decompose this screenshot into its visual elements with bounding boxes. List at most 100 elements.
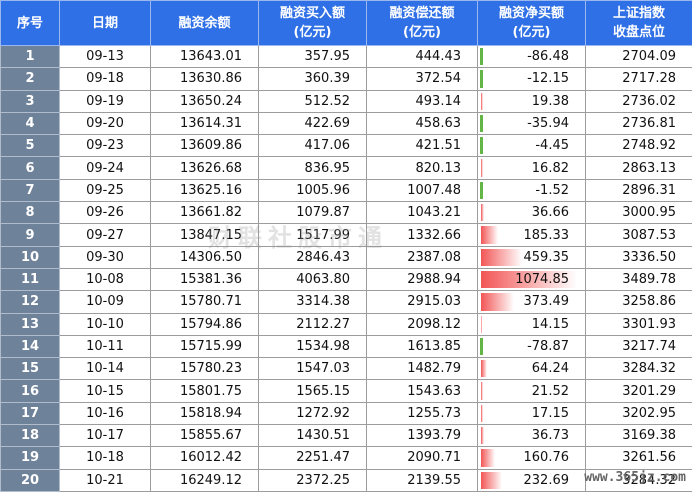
header-net: 融资净买额(亿元) [478,1,586,46]
header-line: 融资偿还额 [367,4,477,23]
net-value: 17.15 [532,406,569,421]
corner-watermark: www.365jz.com [584,470,686,485]
date-cell: 10-08 [60,268,151,290]
index-cell: 2704.09 [586,46,692,68]
header-date: 日期 [60,1,151,46]
index-cell: 3087.53 [586,224,692,246]
date-cell: 10-15 [60,380,151,402]
date-cell: 10-11 [60,335,151,357]
repay-cell: 1332.66 [367,224,478,246]
net-value: 16.82 [532,161,569,176]
net-negative-bar [480,70,483,87]
net-negative-bar [480,48,483,65]
balance-cell: 14306.50 [151,246,259,268]
buy-cell: 417.06 [259,135,367,157]
repay-cell: 493.14 [367,90,478,112]
header-line: (亿元) [259,23,366,42]
seq-cell: 18 [1,425,60,447]
header-index: 上证指数收盘点位 [586,1,692,46]
buy-cell: 2372.25 [259,469,367,491]
buy-cell: 422.69 [259,112,367,134]
header-line: 融资余额 [151,14,258,33]
seq-cell: 1 [1,46,60,68]
buy-cell: 2846.43 [259,246,367,268]
seq-cell: 19 [1,447,60,469]
buy-cell: 512.52 [259,90,367,112]
repay-cell: 1043.21 [367,202,478,224]
buy-cell: 1517.99 [259,224,367,246]
net-positive-bar [481,316,482,333]
net-cell: 19.38 [478,90,586,112]
net-cell: 185.33 [478,224,586,246]
net-cell: -4.45 [478,135,586,157]
net-value: -1.52 [535,183,569,198]
net-positive-bar [481,93,483,110]
header-line: 融资买入额 [259,4,366,23]
index-cell: 3261.56 [586,447,692,469]
net-positive-bar [481,204,484,221]
buy-cell: 2251.47 [259,447,367,469]
date-cell: 09-13 [60,46,151,68]
seq-cell: 13 [1,313,60,335]
date-cell: 09-25 [60,179,151,201]
seq-cell: 2 [1,68,60,90]
header-row: 序号 日期 融资余额 融资买入额(亿元) 融资偿还额(亿元) 融资净买额(亿元)… [1,1,692,46]
balance-cell: 13630.86 [151,68,259,90]
net-positive-bar [481,472,502,489]
date-cell: 10-09 [60,291,151,313]
repay-cell: 444.43 [367,46,478,68]
seq-cell: 17 [1,402,60,424]
date-cell: 09-20 [60,112,151,134]
net-cell: 160.76 [478,447,586,469]
balance-cell: 15780.23 [151,358,259,380]
net-value: 64.24 [532,361,569,376]
repay-cell: 1543.63 [367,380,478,402]
repay-cell: 2139.55 [367,469,478,491]
net-negative-bar [480,182,483,199]
balance-cell: 13643.01 [151,46,259,68]
date-cell: 10-17 [60,425,151,447]
balance-cell: 13650.24 [151,90,259,112]
balance-cell: 15715.99 [151,335,259,357]
date-cell: 10-21 [60,469,151,491]
date-cell: 10-16 [60,402,151,424]
index-cell: 2717.28 [586,68,692,90]
net-value: 185.33 [524,228,570,243]
index-cell: 3489.78 [586,268,692,290]
seq-cell: 10 [1,246,60,268]
seq-cell: 4 [1,112,60,134]
repay-cell: 2387.08 [367,246,478,268]
seq-cell: 3 [1,90,60,112]
header-line: 序号 [1,14,59,33]
balance-cell: 13626.68 [151,157,259,179]
index-cell: 3000.95 [586,202,692,224]
repay-cell: 1613.85 [367,335,478,357]
date-cell: 09-30 [60,246,151,268]
seq-cell: 9 [1,224,60,246]
date-cell: 09-18 [60,68,151,90]
seq-cell: 11 [1,268,60,290]
seq-cell: 20 [1,469,60,491]
header-line: 收盘点位 [586,23,692,42]
date-cell: 10-10 [60,313,151,335]
balance-cell: 13625.16 [151,179,259,201]
net-positive-bar [481,405,483,422]
date-cell: 09-24 [60,157,151,179]
index-cell: 3284.32 [586,358,692,380]
net-value: -12.15 [527,71,569,86]
seq-cell: 12 [1,291,60,313]
net-cell: -12.15 [478,68,586,90]
balance-cell: 15794.86 [151,313,259,335]
